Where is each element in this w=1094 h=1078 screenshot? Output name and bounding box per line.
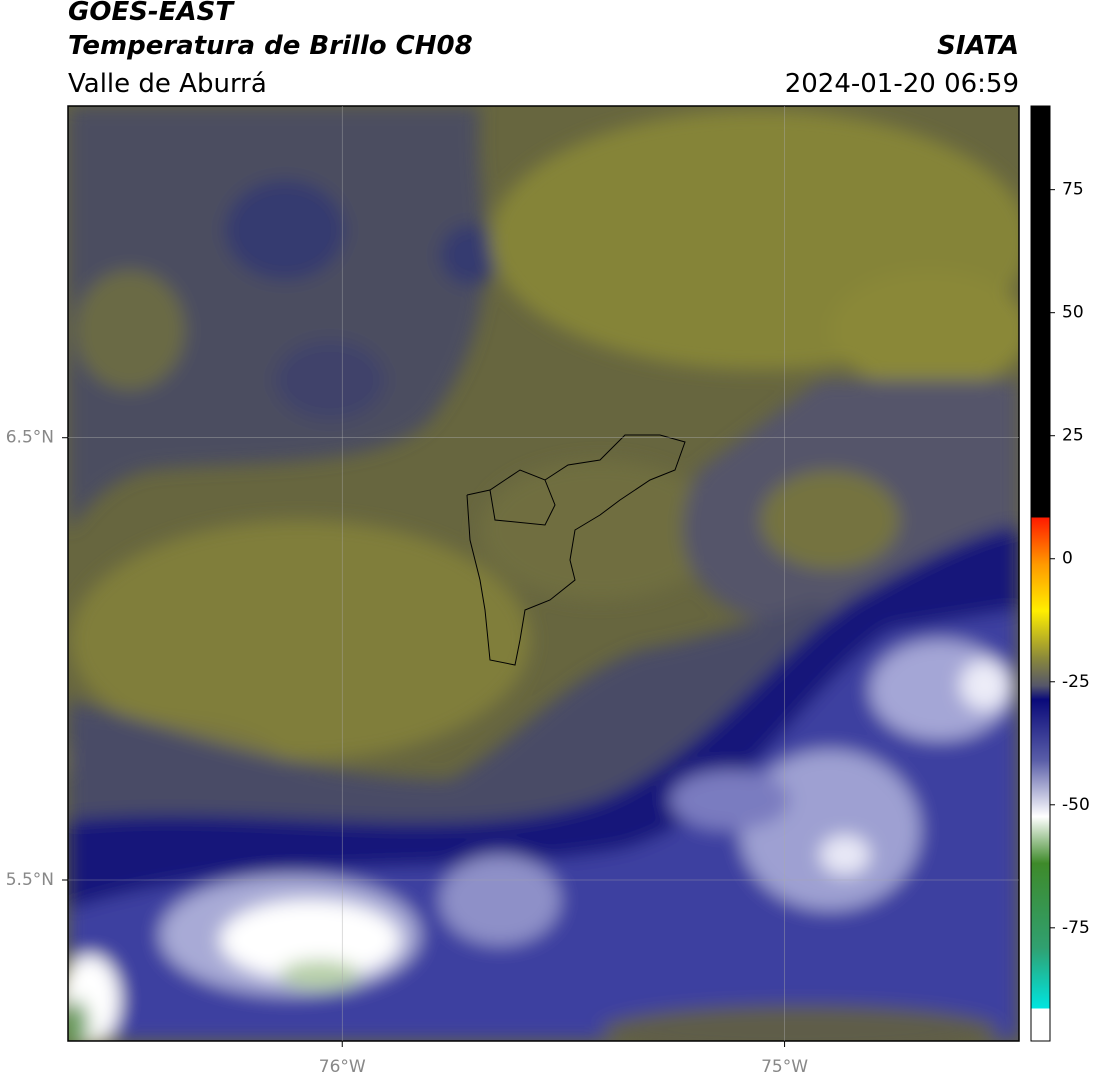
colorbar-tick-label: 50	[1062, 303, 1084, 323]
region: Valle de Aburrá	[68, 69, 267, 99]
colorbar	[1030, 105, 1051, 1042]
plot-frame	[67, 105, 1020, 1042]
x-tick-label: 76°W	[319, 1057, 366, 1077]
title: GOES-EAST	[68, 0, 235, 27]
colorbar-tick-label: 0	[1062, 549, 1073, 569]
satellite-image	[68, 106, 1019, 1041]
colorbar-tick-label: -25	[1062, 672, 1090, 692]
x-tick-label: 75°W	[761, 1057, 808, 1077]
y-tick-label: 5.5°N	[6, 870, 54, 890]
y-tick-label: 6.5°N	[6, 428, 54, 448]
colorbar-tick-label: 75	[1062, 180, 1084, 200]
datetime: 2024-01-20 06:59	[785, 69, 1019, 99]
colorbar-tick-label: 25	[1062, 426, 1084, 446]
colorbar-tick-label: -50	[1062, 795, 1090, 815]
colorbar-tick-label: -75	[1062, 918, 1090, 938]
subtitle: Temperatura de Brillo CH08	[68, 31, 473, 61]
source: SIATA	[937, 31, 1019, 61]
